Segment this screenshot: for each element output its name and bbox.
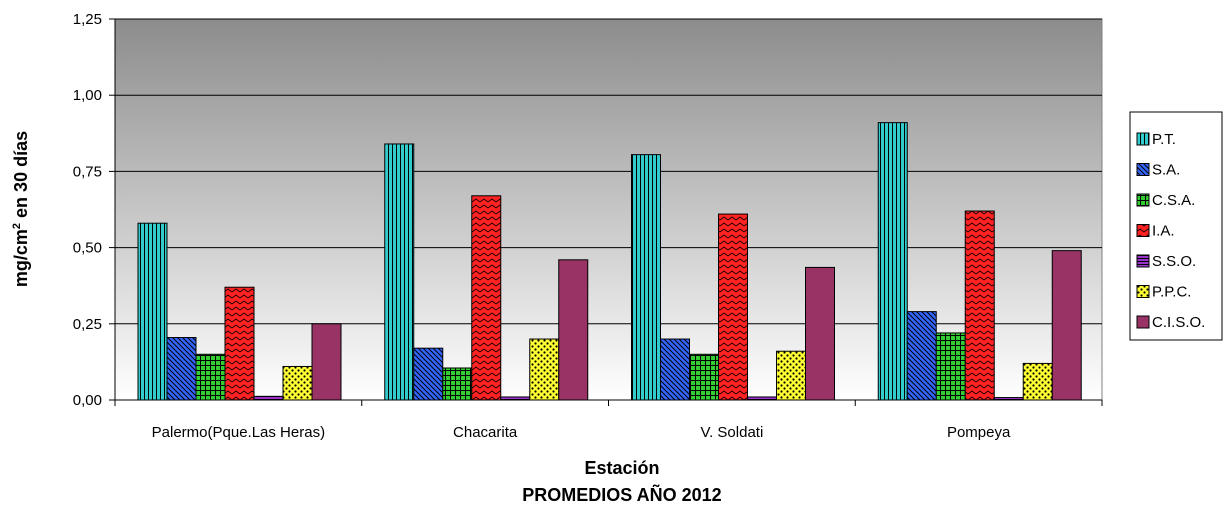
bar-ciso-2 (558, 259, 589, 401)
bar-pt-4 (877, 122, 908, 401)
bar-ppc-3 (776, 350, 806, 401)
legend-label: S.A. (1152, 162, 1180, 179)
y-tick-label: 1,25 (73, 11, 102, 28)
bar-sso-1 (253, 395, 284, 401)
bar-ia-4 (964, 210, 995, 401)
bar-sa-1 (166, 337, 197, 401)
y-axis-title-rest: en 30 días (11, 131, 31, 223)
bar-ia-3 (718, 213, 748, 401)
bar-ia-1 (224, 286, 255, 401)
bar-ppc-4 (1022, 362, 1053, 401)
bar-pt-1 (137, 222, 168, 401)
bar-pt-3 (631, 154, 661, 401)
legend-label: P.T. (1152, 131, 1176, 148)
bars (137, 122, 1082, 401)
x-tick-label: Palermo(Pque.Las Heras) (152, 424, 325, 441)
legend-label: C.S.A. (1152, 192, 1195, 209)
bar-ppc-1 (282, 365, 313, 401)
bar-ciso-4 (1051, 250, 1082, 401)
legend-swatch (1136, 193, 1150, 207)
y-tick-label: 0,50 (73, 240, 102, 257)
bar-sa-3 (660, 338, 690, 401)
x-tick-label: V. Soldati (700, 424, 763, 441)
x-tick-label: Pompeya (947, 424, 1011, 441)
legend-swatch (1136, 285, 1150, 298)
tick-labels: 0,00 0,25 0,50 0,75 1,00 1,25 Palermo(Pque.Las… (73, 11, 1011, 441)
axes (114, 19, 1103, 406)
bar-sa-4 (906, 311, 937, 401)
legend-label: I.A. (1152, 223, 1175, 240)
y-axis-title-main: mg/cm (11, 229, 31, 287)
bar-csa-1 (195, 353, 226, 401)
x-tick-label: Chacarita (453, 424, 518, 441)
bar-ppc-2 (529, 338, 560, 401)
bar-ia-2 (471, 195, 502, 401)
legend-label: C.I.S.O. (1152, 314, 1205, 331)
legend-swatch (1136, 163, 1150, 176)
bar-pt-2 (384, 143, 415, 401)
x-axis-title: Estación (584, 458, 659, 478)
legend-swatch (1136, 224, 1150, 237)
y-tick-label: 0,75 (73, 163, 102, 180)
y-axis-title: mg/cm2 en 30 días (11, 131, 31, 287)
legend-swatch (1136, 132, 1150, 146)
legend-swatch (1136, 254, 1150, 268)
gridlines (115, 18, 1102, 325)
bar-csa-4 (935, 332, 966, 401)
y-tick-label: 0,25 (73, 316, 102, 333)
legend: P.T. S.A. C.S.A. I.A. S.S.O. P.P.C. C.I.S.O. (1129, 111, 1223, 341)
legend-label: S.S.O. (1152, 253, 1196, 270)
y-axis-title-superscript: 2 (11, 223, 23, 229)
bar-csa-3 (689, 353, 719, 401)
chart-title: PROMEDIOS AÑO 2012 (522, 484, 721, 505)
bar-sa-2 (413, 347, 444, 401)
bar-csa-2 (442, 367, 473, 401)
bar-ciso-1 (311, 323, 342, 401)
y-tick-label: 0,00 (73, 392, 102, 409)
legend-swatch (1136, 315, 1150, 329)
legend-label: P.P.C. (1152, 284, 1191, 301)
bar-ciso-3 (805, 266, 835, 401)
y-tick-label: 1,00 (73, 87, 102, 104)
